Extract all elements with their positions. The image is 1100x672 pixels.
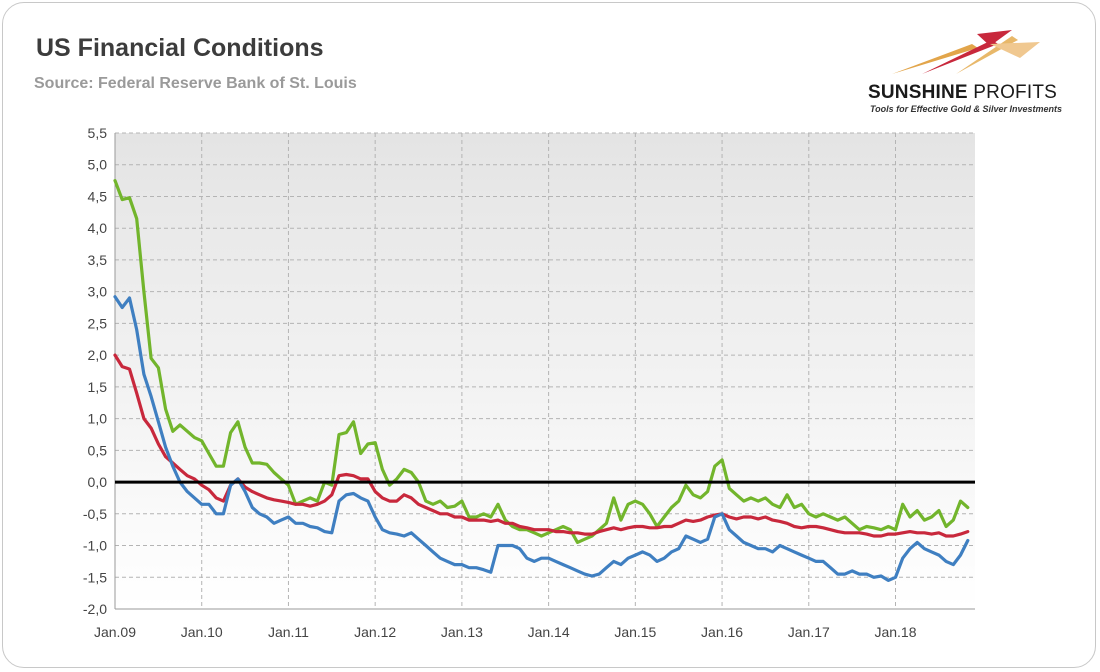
logo-swoosh-icon xyxy=(892,30,1040,74)
x-tick-label: Jan.18 xyxy=(874,624,916,640)
x-tick-label: Jan.10 xyxy=(181,624,223,640)
x-tick-label: Jan.13 xyxy=(441,624,483,640)
gridlines xyxy=(115,132,975,610)
x-tick-label: Jan.12 xyxy=(354,624,396,640)
x-tick-label: Jan.14 xyxy=(528,624,570,640)
x-axis-ticks: Jan.09 Jan.10 Jan.11 Jan.12 Jan.13 Jan.14 Jan.… xyxy=(94,624,917,640)
series-line-3 xyxy=(113,295,970,583)
y-tick-label: 5,5 xyxy=(88,125,108,141)
y-tick-label: 2,0 xyxy=(88,347,108,363)
series-line-2 xyxy=(113,353,970,538)
y-tick-label: 3,5 xyxy=(88,252,108,268)
logo-name-bold: SUNSHINE xyxy=(868,82,968,103)
y-tick-label: 4,0 xyxy=(88,220,108,236)
y-tick-label: -0,5 xyxy=(83,506,107,522)
sunshine-profits-logo: SUNSHINE PROFITS Tools for Effective Gol… xyxy=(862,26,1082,116)
chart-title: US Financial Conditions xyxy=(36,34,324,62)
y-tick-label: 0,0 xyxy=(88,474,108,490)
y-tick-label: -2,0 xyxy=(83,601,107,617)
series-line-1 xyxy=(113,179,970,545)
y-tick-label: 1,5 xyxy=(88,379,108,395)
x-tick-label: Jan.15 xyxy=(614,624,656,640)
y-tick-label: -1,0 xyxy=(83,538,107,554)
y-tick-label: 2,5 xyxy=(88,315,108,331)
chart-source: Source: Federal Reserve Bank of St. Loui… xyxy=(34,75,357,92)
x-tick-label: Jan.17 xyxy=(788,624,830,640)
plot-area xyxy=(115,133,975,609)
y-axis-ticks: 5,5 5,0 4,5 4,0 3,5 3,0 2,5 2,0 1,5 1,0 0,5 0,0 -0,5… xyxy=(83,125,107,617)
y-tick-label: 1,0 xyxy=(88,411,108,427)
y-tick-label: 4,5 xyxy=(88,188,108,204)
x-tick-label: Jan.09 xyxy=(94,624,136,640)
x-tick-label: Jan.16 xyxy=(701,624,743,640)
logo-name: SUNSHINE PROFITS xyxy=(868,82,1057,104)
y-tick-label: -1,5 xyxy=(83,569,107,585)
x-tick-label: Jan.11 xyxy=(268,624,309,640)
axes xyxy=(114,133,975,610)
y-tick-label: 5,0 xyxy=(88,157,108,173)
series-lines xyxy=(113,179,975,583)
y-tick-label: 0,5 xyxy=(88,442,108,458)
logo-tagline: Tools for Effective Gold & Silver Invest… xyxy=(870,104,1063,114)
y-tick-label: 3,0 xyxy=(88,284,108,300)
logo-name-light: PROFITS xyxy=(973,82,1058,103)
